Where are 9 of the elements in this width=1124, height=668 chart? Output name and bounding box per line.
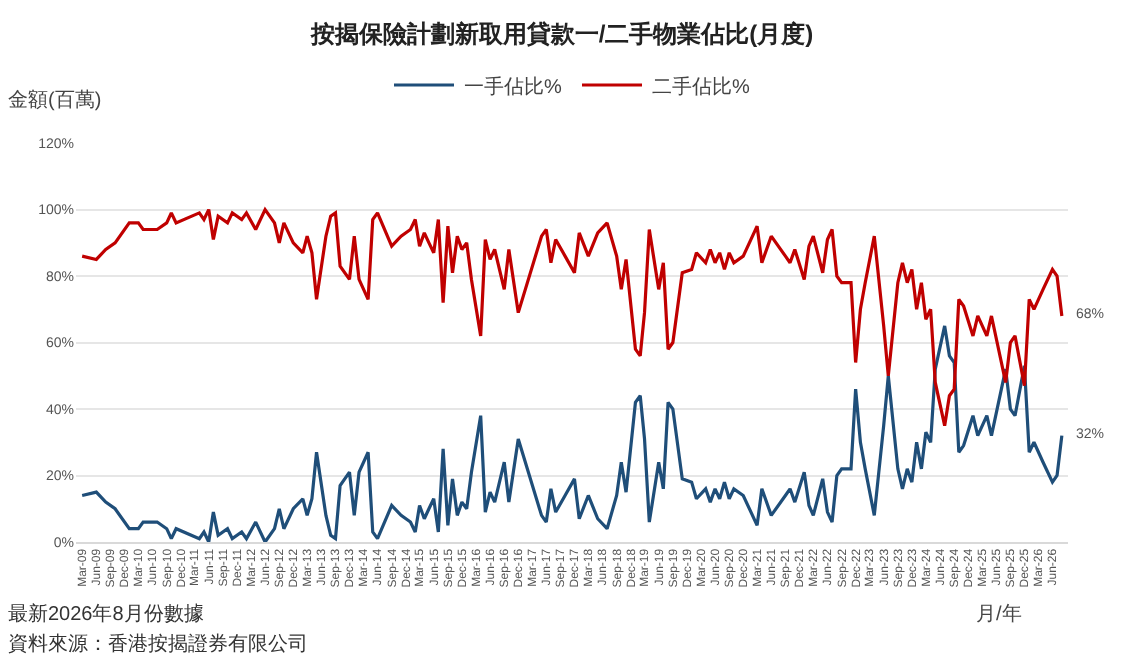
legend-label: 一手佔比% (464, 74, 562, 99)
line-series (80, 207, 1064, 428)
x-axis-title: 月/年 (976, 602, 1022, 626)
text: 最新2026年8月份數據 (8, 602, 204, 626)
legend-label: 二手佔比% (652, 74, 750, 99)
y-axis-title: 金額(百萬) (8, 88, 102, 112)
source-note: 資料來源：香港按揭證券有限公司 (8, 632, 308, 656)
chart-title: 按揭保險計劃新取用貸款一/二手物業佔比(月度) (308, 20, 814, 49)
line-series (80, 324, 1064, 542)
